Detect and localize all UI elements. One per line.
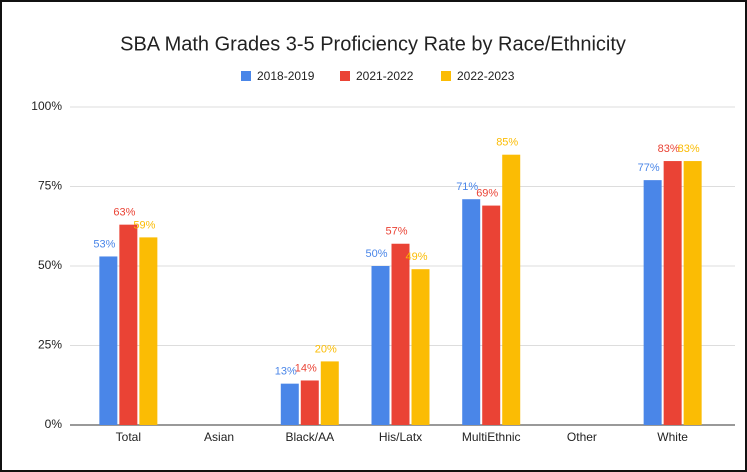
bar [320, 361, 339, 425]
x-tick-label: Black/AA [285, 430, 334, 444]
value-label: 59% [133, 219, 155, 231]
legend-label: 2021-2022 [356, 69, 414, 83]
value-label: 69% [476, 187, 498, 199]
bar [371, 266, 390, 425]
bar [482, 205, 501, 425]
bar [139, 237, 158, 425]
bar [391, 243, 410, 425]
y-tick-label: 25% [38, 338, 62, 352]
value-label: 83% [678, 143, 700, 155]
bar [119, 224, 138, 425]
value-label: 77% [638, 162, 660, 174]
bar [280, 383, 299, 425]
bar [683, 161, 702, 425]
x-tick-label: MultiEthnic [462, 430, 521, 444]
bar [643, 180, 662, 425]
x-tick-label: Other [567, 430, 597, 444]
bar [411, 269, 430, 425]
y-tick-label: 75% [38, 179, 62, 193]
bar [462, 199, 481, 425]
y-tick-label: 100% [31, 99, 62, 113]
bar [502, 154, 521, 425]
x-tick-label: His/Latx [379, 430, 422, 444]
legend-swatch [241, 71, 251, 81]
value-label: 63% [113, 207, 135, 219]
value-label: 83% [658, 143, 680, 155]
value-label: 53% [93, 238, 115, 250]
x-tick-label: White [657, 430, 688, 444]
y-tick-label: 50% [38, 258, 62, 272]
value-label: 49% [405, 251, 427, 263]
x-tick-label: Asian [204, 430, 234, 444]
bar [300, 380, 319, 425]
value-label: 57% [385, 226, 407, 238]
bar [99, 256, 118, 425]
legend-label: 2018-2019 [257, 69, 315, 83]
legend-label: 2022-2023 [457, 69, 515, 83]
chart-title: SBA Math Grades 3-5 Proficiency Rate by … [120, 33, 626, 55]
value-label: 20% [315, 343, 337, 355]
value-label: 71% [456, 181, 478, 193]
y-tick-label: 0% [45, 417, 63, 431]
bar [663, 161, 682, 425]
value-label: 50% [365, 248, 387, 260]
value-label: 13% [275, 366, 297, 378]
value-label: 14% [295, 362, 317, 374]
legend-swatch [441, 71, 451, 81]
legend-swatch [340, 71, 350, 81]
x-tick-label: Total [116, 430, 141, 444]
value-label: 85% [496, 137, 518, 149]
